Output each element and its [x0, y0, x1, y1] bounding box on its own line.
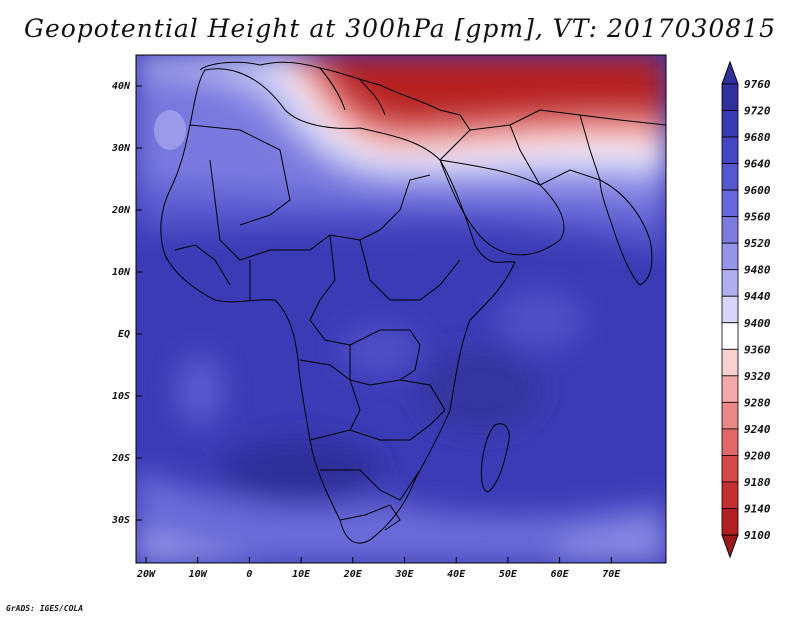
colorbar-level-label: 9400	[744, 317, 771, 330]
colorbar-swatch	[721, 322, 739, 350]
colorbar-level-label: 9480	[744, 264, 771, 277]
colorbar-level-label: 9180	[744, 476, 771, 489]
lon-tick-label: 20W	[136, 569, 156, 580]
lat-tick-label: EQ	[118, 329, 130, 340]
colorbar-swatch	[721, 428, 739, 456]
colorbar-level-label: 9140	[744, 502, 771, 515]
coastlines	[160, 61, 666, 544]
credit-text: GrADS: IGES/COLA	[6, 604, 84, 613]
colorbar-swatch	[721, 508, 739, 536]
longitude-axis: 20W 10W 0 10E 20E 30E 40E 50E 60E 70E	[136, 557, 621, 580]
lon-tick-label: 60E	[551, 569, 570, 580]
lat-tick-label: 10N	[112, 267, 131, 278]
chart-title: Geopotential Height at 300hPa [gpm], VT:…	[23, 14, 777, 43]
colorbar: 9760 9720 9680 9640 9600 9560 9520 9480 9440 9400…	[721, 60, 771, 559]
colorbar-level-label: 9200	[744, 449, 771, 462]
colorbar-level-label: 9640	[744, 158, 771, 171]
plot-frame	[135, 54, 667, 564]
colorbar-swatch	[721, 401, 739, 430]
colorbar-swatch	[721, 375, 739, 403]
lon-tick-label: 10W	[189, 569, 208, 580]
colorbar-level-label: 9440	[744, 290, 771, 303]
lat-tick-label: 30S	[111, 515, 130, 526]
lon-tick-label: 10E	[292, 569, 311, 580]
colorbar-level-label: 9680	[744, 131, 771, 144]
colorbar-swatch	[721, 163, 739, 191]
lon-tick-label: 70E	[602, 569, 621, 580]
colorbar-level-label: 9600	[744, 184, 771, 197]
lat-tick-label: 10S	[112, 391, 130, 402]
colorbar-level-label: 9100	[744, 529, 771, 542]
colorbar-swatch	[721, 269, 739, 297]
colorbar-level-label: 9520	[744, 237, 771, 250]
lat-tick-label: 20N	[111, 205, 131, 216]
colorbar-swatch	[721, 110, 739, 138]
colorbar-bottom-arrow	[721, 534, 739, 559]
colorbar-swatch	[721, 348, 739, 377]
colorbar-swatch	[721, 295, 739, 324]
colorbar-level-label: 9560	[744, 211, 771, 224]
colorbar-swatch	[721, 481, 739, 509]
colorbar-level-label: 9240	[744, 423, 771, 436]
lat-tick-label: 20S	[111, 453, 130, 464]
colorbar-level-label: 9360	[744, 343, 771, 356]
colorbar-level-label: 9280	[744, 396, 771, 409]
colorbar-level-label: 9320	[744, 370, 771, 383]
colorbar-swatch	[721, 83, 739, 111]
lon-tick-label: 20E	[343, 569, 363, 580]
colorbar-top-arrow	[721, 60, 739, 85]
colorbar-swatch	[721, 455, 739, 483]
latitude-axis: 40N 30N 20N 10N EQ 10S 20S 30S	[111, 81, 142, 526]
lon-tick-label: 0	[246, 569, 252, 580]
lon-tick-label: 30E	[394, 569, 414, 580]
lon-tick-label: 40E	[447, 569, 466, 580]
colorbar-swatch	[721, 216, 739, 244]
height-field	[136, 55, 666, 563]
colorbar-swatch	[721, 136, 739, 164]
lon-tick-label: 50E	[499, 569, 518, 580]
colorbar-level-label: 9760	[744, 78, 771, 91]
colorbar-swatch	[721, 242, 739, 271]
colorbar-level-label: 9720	[744, 105, 771, 118]
lat-tick-label: 40N	[112, 81, 131, 92]
lat-tick-label: 30N	[111, 143, 131, 154]
colorbar-swatch	[721, 189, 739, 218]
